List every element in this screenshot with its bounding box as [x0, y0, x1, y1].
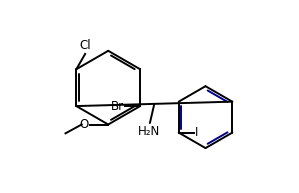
Text: Br: Br — [111, 100, 123, 113]
Text: H₂N: H₂N — [138, 125, 161, 138]
Text: I: I — [195, 126, 199, 139]
Text: Cl: Cl — [79, 39, 91, 52]
Text: O: O — [79, 118, 89, 131]
